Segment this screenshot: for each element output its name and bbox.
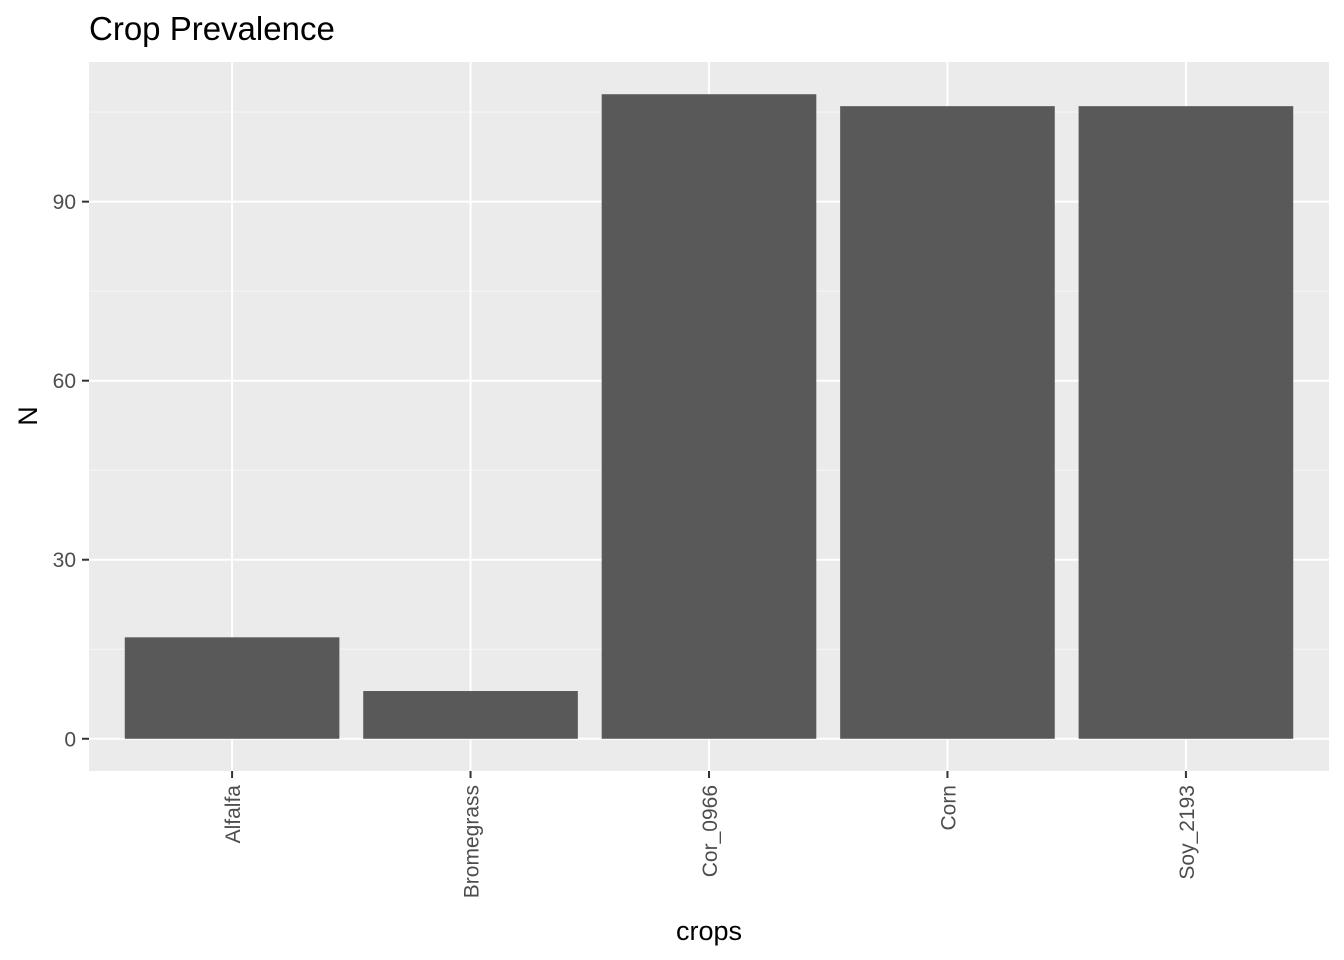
y-tick-label: 0 <box>64 728 76 751</box>
x-axis: Alfalfa Bromegrass Cor_0966 Corn Soy_2193 <box>222 771 1199 898</box>
y-axis-title: N <box>13 406 43 426</box>
bar-cor-0966 <box>601 94 817 739</box>
bars <box>124 94 1294 739</box>
x-axis-title: crops <box>676 916 742 946</box>
x-tick-label: Cor_0966 <box>699 785 722 877</box>
chart-title: Crop Prevalence <box>89 10 335 47</box>
x-tick-label: Alfalfa <box>222 785 245 844</box>
y-axis: 0 30 60 90 <box>53 191 89 751</box>
bar-corn <box>840 106 1055 739</box>
bar-bromegrass <box>363 691 578 739</box>
y-tick-label: 60 <box>53 370 76 393</box>
x-tick-label: Soy_2193 <box>1176 785 1199 880</box>
y-tick-label: 30 <box>53 549 76 572</box>
bar-alfalfa <box>124 637 340 739</box>
x-tick-label: Bromegrass <box>461 785 484 898</box>
y-tick-label: 90 <box>53 191 76 214</box>
x-tick-label: Corn <box>937 785 960 831</box>
bar-soy-2193 <box>1078 106 1294 739</box>
